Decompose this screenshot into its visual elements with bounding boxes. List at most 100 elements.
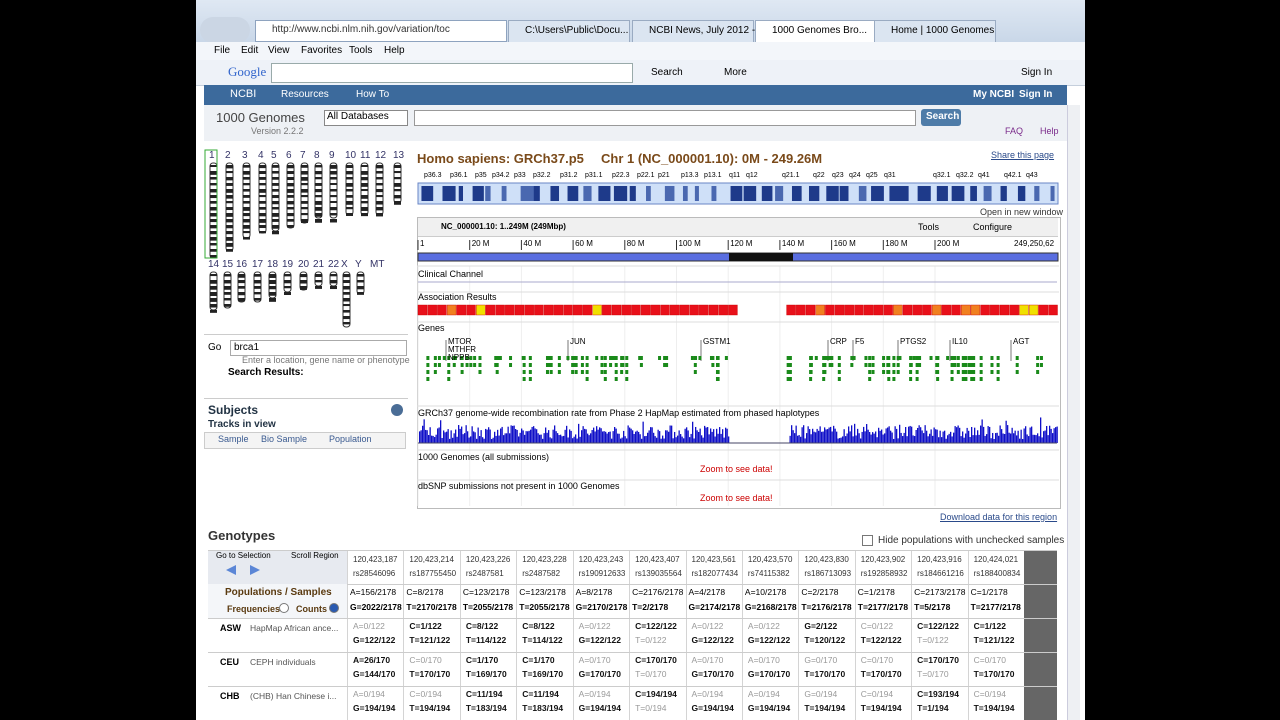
scroll-region[interactable]: Scroll Region xyxy=(291,551,339,560)
position[interactable]: 120,423,561 xyxy=(691,555,737,564)
my-ncbi[interactable]: My NCBI xyxy=(973,89,1015,100)
gene-label[interactable]: MTOR xyxy=(448,337,472,346)
search-button-label[interactable]: Search xyxy=(926,111,960,122)
menu-item[interactable]: File xyxy=(214,45,231,56)
google-search-box[interactable] xyxy=(271,63,633,83)
gene-label[interactable]: AGT xyxy=(1013,337,1030,346)
population-name[interactable]: (CHB) Han Chinese i... xyxy=(250,691,337,701)
tools-menu[interactable]: Tools xyxy=(918,222,940,232)
menu-item[interactable]: Tools xyxy=(349,45,373,56)
chromosome-label[interactable]: 21 xyxy=(313,259,325,270)
go-input-text[interactable]: brca1 xyxy=(234,342,260,353)
position[interactable]: 120,423,916 xyxy=(917,555,962,564)
position[interactable]: 120,423,570 xyxy=(747,555,793,564)
db-select[interactable] xyxy=(324,110,408,126)
column-header[interactable]: Bio Sample xyxy=(261,434,308,444)
chromosome-label[interactable]: 14 xyxy=(208,259,220,270)
population-code[interactable]: CHB xyxy=(220,691,240,701)
search-input[interactable] xyxy=(414,110,916,126)
rs-id[interactable]: rs2487581 xyxy=(465,569,504,578)
position[interactable]: 120,423,187 xyxy=(353,555,398,564)
chromosome-label[interactable]: 22 xyxy=(328,259,340,270)
rs-id[interactable]: rs74115382 xyxy=(747,569,790,578)
open-new-window[interactable]: Open in new window xyxy=(980,207,1064,217)
menu-item[interactable]: How To xyxy=(356,89,390,100)
expand-button[interactable] xyxy=(391,404,403,416)
gene-label[interactable]: PTGS2 xyxy=(900,337,927,346)
frequencies-label[interactable]: Frequencies xyxy=(227,604,281,614)
scrollbar[interactable] xyxy=(1067,105,1080,720)
radio[interactable] xyxy=(279,603,289,613)
sign-in[interactable]: Sign In xyxy=(1019,89,1053,100)
chromosome-label[interactable]: 19 xyxy=(282,259,294,270)
chromosome-label[interactable]: 1 xyxy=(209,150,215,161)
search-results[interactable]: Search Results: xyxy=(228,367,304,378)
share-link[interactable]: Share this page xyxy=(991,150,1055,160)
chromosome-label[interactable]: 12 xyxy=(375,150,387,161)
gene-label[interactable]: F5 xyxy=(855,337,865,346)
tab-title[interactable]: Home | 1000 Genomes xyxy=(891,25,995,36)
menu-item[interactable]: Resources xyxy=(281,89,329,100)
gene-label[interactable]: IL10 xyxy=(952,337,968,346)
position[interactable]: 120,424,021 xyxy=(973,555,1019,564)
google-search[interactable]: Search xyxy=(651,67,683,78)
menu-item[interactable]: View xyxy=(268,45,290,56)
chromosome-label[interactable]: 13 xyxy=(393,150,405,161)
chromosome-label[interactable]: MT xyxy=(370,259,385,270)
position[interactable]: 120,423,830 xyxy=(804,555,849,564)
arrow-right[interactable] xyxy=(250,565,260,575)
tab[interactable] xyxy=(632,20,754,44)
menu-item[interactable]: Favorites xyxy=(301,45,343,56)
chromosome-label[interactable]: 8 xyxy=(314,150,320,161)
column-header[interactable]: Population xyxy=(329,434,372,444)
population-code[interactable]: CEU xyxy=(220,657,240,667)
arrow-left[interactable] xyxy=(226,565,236,575)
chromosome-label[interactable]: 7 xyxy=(300,150,306,161)
population-name[interactable]: HapMap African ance... xyxy=(250,623,339,633)
position[interactable]: 120,423,243 xyxy=(578,555,624,564)
rs-id[interactable]: rs28546096 xyxy=(353,569,396,578)
track-label[interactable]: Genes xyxy=(418,323,445,333)
radio[interactable] xyxy=(329,603,339,613)
hide-label[interactable]: Hide populations with unchecked samples xyxy=(878,535,1065,546)
tab-title[interactable]: NCBI News, July 2012 -... xyxy=(649,25,764,36)
rs-id[interactable]: rs188400834 xyxy=(973,569,1021,578)
rs-id[interactable]: rs184661216 xyxy=(917,569,964,578)
google-more[interactable]: More xyxy=(724,67,747,78)
db-select-label[interactable]: All Databases xyxy=(327,111,389,122)
checkbox[interactable] xyxy=(862,535,873,546)
track-label[interactable]: 1000 Genomes (all submissions) xyxy=(418,452,550,462)
rs-id[interactable]: rs182077434 xyxy=(691,569,739,578)
rs-id[interactable]: rs186713093 xyxy=(804,569,852,578)
position[interactable]: 120,423,226 xyxy=(465,555,511,564)
position[interactable]: 120,423,228 xyxy=(522,555,567,564)
gene-label[interactable]: NPPB xyxy=(448,353,470,362)
position[interactable]: 120,423,902 xyxy=(860,555,906,564)
position[interactable]: 120,423,407 xyxy=(635,555,680,564)
menu-item[interactable]: Help xyxy=(384,45,405,56)
menu-item[interactable]: Edit xyxy=(241,45,259,56)
chromosome-label[interactable]: 9 xyxy=(329,150,335,161)
chromosome-label[interactable]: 10 xyxy=(345,150,357,161)
search-button[interactable] xyxy=(921,109,961,126)
rs-id[interactable]: rs190912633 xyxy=(578,569,626,578)
column-header[interactable]: Sample xyxy=(218,434,249,444)
gene-label[interactable]: JUN xyxy=(570,337,586,346)
track-label[interactable]: GRCh37 genome-wide recombination rate fr… xyxy=(418,408,820,418)
rs-id[interactable]: rs139035564 xyxy=(635,569,682,578)
position[interactable]: 120,423,214 xyxy=(409,555,454,564)
chromosome-label[interactable]: 3 xyxy=(242,150,248,161)
rs-id[interactable]: rs192858932 xyxy=(860,569,908,578)
gene-label[interactable]: MTHFR xyxy=(448,345,476,354)
chromosome-label[interactable]: 5 xyxy=(271,150,277,161)
chromosome-label[interactable]: 2 xyxy=(225,150,231,161)
download-link[interactable]: Download data for this region xyxy=(940,512,1058,522)
address-bar[interactable] xyxy=(255,20,507,42)
google-sign-in[interactable]: Sign In xyxy=(1021,67,1053,78)
location[interactable]: NC_000001.10: 1..249M (249Mbp) xyxy=(441,222,566,231)
configure-menu[interactable]: Configure xyxy=(973,222,1013,232)
chromosome-label[interactable]: 6 xyxy=(286,150,292,161)
chromosome-label[interactable]: 16 xyxy=(236,259,248,270)
track-label[interactable]: dbSNP submissions not present in 1000 Ge… xyxy=(418,481,620,491)
population-name[interactable]: CEPH individuals xyxy=(250,657,316,667)
